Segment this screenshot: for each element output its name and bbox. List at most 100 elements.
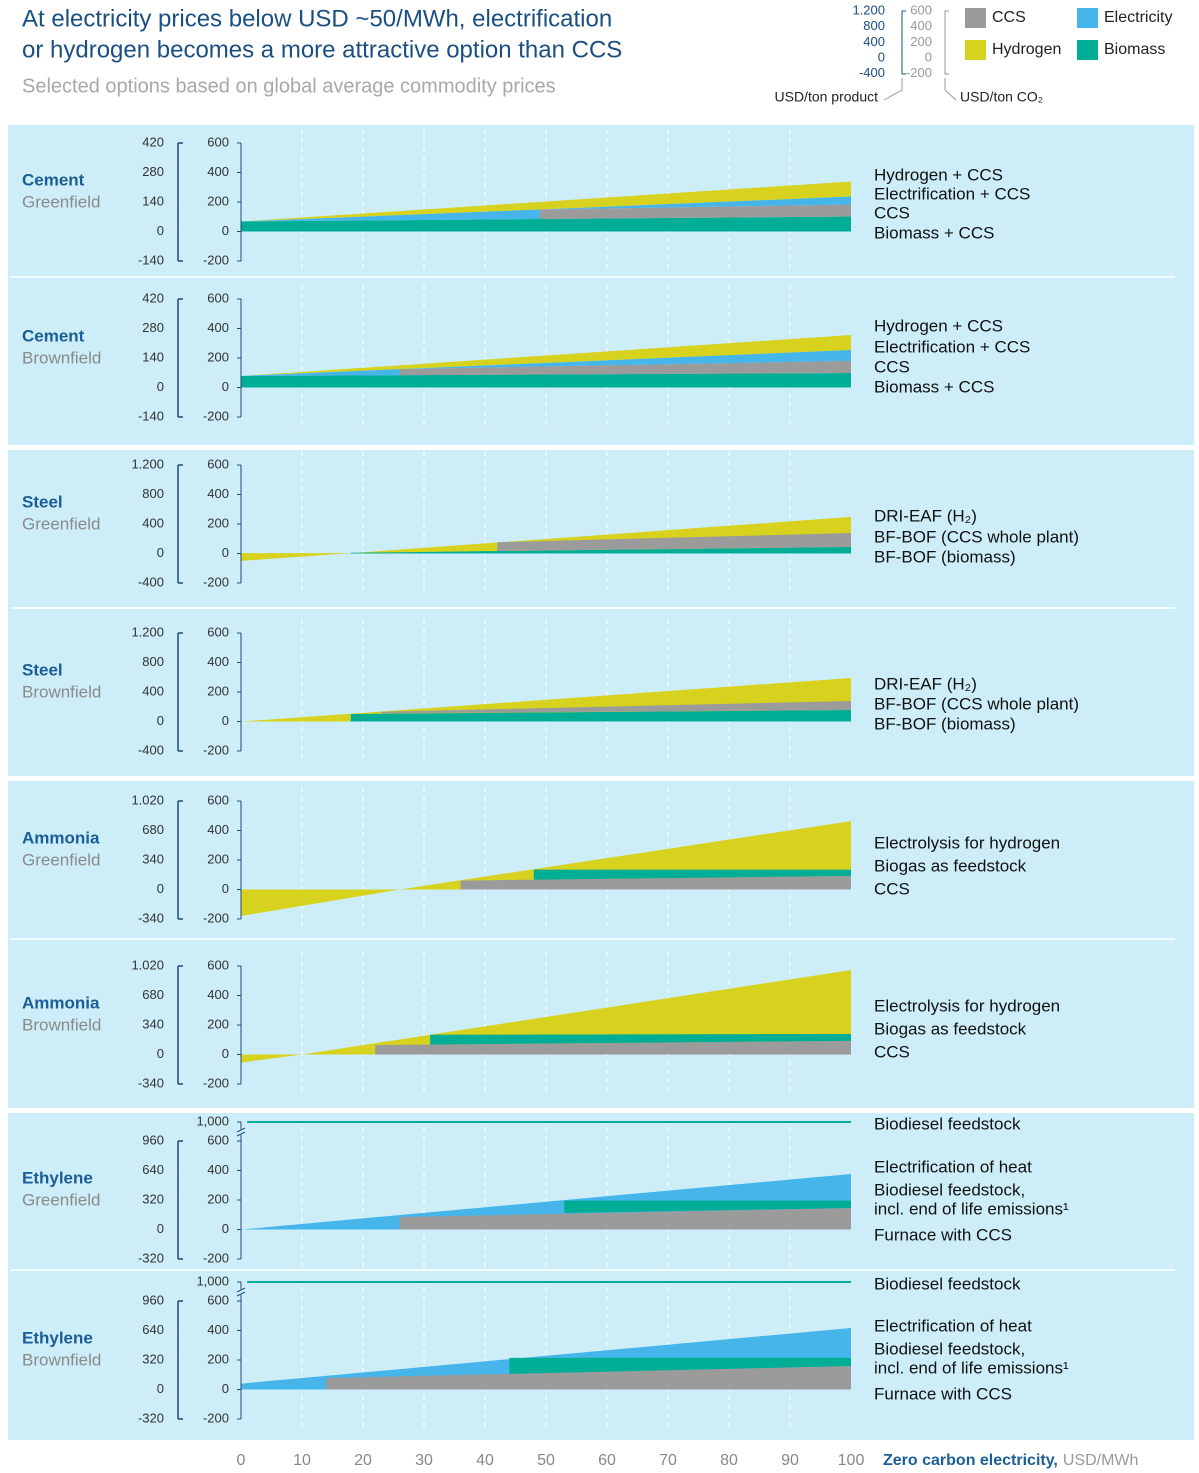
y-tick-label: 0 — [222, 1381, 229, 1396]
y2-tick-label: 680 — [142, 987, 164, 1002]
panel-subtitle: Greenfield — [22, 850, 100, 869]
option-label: CCS — [874, 203, 910, 222]
y2-tick-label: 140 — [142, 193, 164, 208]
y2-tick-label: -400 — [138, 742, 164, 757]
area — [430, 1034, 851, 1045]
option-label: CCS — [874, 879, 910, 898]
area — [326, 1366, 851, 1390]
y-tick-label: 400 — [207, 987, 229, 1002]
x-tick-label: 80 — [720, 1452, 738, 1469]
panel-title: Cement — [22, 326, 85, 345]
y-tick-label: -200 — [203, 252, 229, 267]
panel-title: Ethylene — [22, 1328, 93, 1347]
y2-tick-label: -320 — [138, 1410, 164, 1425]
x-tick-label: 50 — [537, 1452, 555, 1469]
subtitle: Selected options based on global average… — [22, 75, 556, 97]
option-label: Hydrogen + CCS — [874, 316, 1003, 335]
option-label: BF-BOF (biomass) — [874, 714, 1016, 733]
x-tick-label: 70 — [659, 1452, 677, 1469]
y2-tick-label: 960 — [142, 1292, 164, 1307]
legend-label: Biomass — [1104, 41, 1165, 58]
y-tick-label: -200 — [203, 1075, 229, 1090]
y-tick-label: -200 — [203, 910, 229, 925]
legend-axis-label: 800 — [863, 18, 885, 33]
option-label: Electrification + CCS — [874, 337, 1030, 356]
option-label: Biodiesel feedstock — [874, 1114, 1021, 1133]
y2-tick-label: 800 — [142, 654, 164, 669]
panel-subtitle: Greenfield — [22, 192, 100, 211]
option-label: Electrolysis for hydrogen — [874, 996, 1060, 1015]
y2-tick-label: 680 — [142, 822, 164, 837]
y-tick-label: -200 — [203, 574, 229, 589]
legend-connector — [944, 78, 957, 101]
y2-tick-label: 640 — [142, 1162, 164, 1177]
option-label: incl. end of life emissions¹ — [874, 1358, 1069, 1377]
axis-break — [236, 1127, 246, 1133]
y-tick-label: 0 — [222, 1046, 229, 1061]
y2-tick-label: 320 — [142, 1191, 164, 1206]
axis-break — [236, 1291, 246, 1297]
y2-tick-label: 280 — [142, 164, 164, 179]
y2-tick-label: 400 — [142, 515, 164, 530]
y-tick-label: 400 — [207, 654, 229, 669]
legend-axis-title: USD/ton CO₂ — [960, 89, 1043, 105]
legend-axis-label: 0 — [878, 50, 885, 65]
y-tick-label: 0 — [222, 713, 229, 728]
y-tick-label: 0 — [222, 1221, 229, 1236]
panel-background — [8, 125, 1194, 445]
y2-tick-label: 1.020 — [131, 792, 164, 807]
option-label: Electrification of heat — [874, 1157, 1032, 1176]
title-line: or hydrogen becomes a more attractive op… — [22, 36, 622, 63]
y-tick-label: 400 — [207, 1322, 229, 1337]
panel-subtitle: Brownfield — [22, 682, 101, 701]
option-label: BF-BOF (CCS whole plant) — [874, 527, 1079, 546]
y2-tick-label: 0 — [157, 379, 164, 394]
legend-swatch — [1077, 8, 1098, 28]
y2-tick-label: 0 — [157, 1381, 164, 1396]
y2-tick-label: 0 — [157, 223, 164, 238]
legend-swatch — [1077, 40, 1098, 60]
area — [241, 209, 540, 222]
area — [375, 1040, 851, 1055]
x-tick-label: 10 — [293, 1452, 311, 1469]
y2-tick-label: 0 — [157, 881, 164, 896]
legend-axis — [944, 10, 949, 75]
panel-subtitle: Brownfield — [22, 348, 101, 367]
legend-swatch — [965, 8, 986, 28]
x-tick-label: 20 — [354, 1452, 372, 1469]
area — [399, 350, 851, 370]
y2-tick-label: 140 — [142, 349, 164, 364]
option-label: Biogas as feedstock — [874, 856, 1027, 875]
y-tick-label: 200 — [207, 1191, 229, 1206]
area — [350, 710, 851, 722]
legend-axis-label: 200 — [910, 34, 932, 49]
y-tick-label: 0 — [222, 223, 229, 238]
y2-tick-label: -140 — [138, 252, 164, 267]
panel-subtitle: Brownfield — [22, 1350, 101, 1369]
panel-subtitle: Greenfield — [22, 514, 100, 533]
option-label: Biomass + CCS — [874, 377, 994, 396]
option-label: Biomass + CCS — [874, 223, 994, 242]
x-tick-label: 0 — [237, 1452, 246, 1469]
y2-tick-label: 1.020 — [131, 957, 164, 972]
y-tick-label: 200 — [207, 1016, 229, 1031]
y-tick-label: 200 — [207, 683, 229, 698]
x-tick-label: 100 — [838, 1452, 865, 1469]
y2-tick-label: 420 — [142, 134, 164, 149]
y2-tick-label: -340 — [138, 910, 164, 925]
panel-subtitle: Greenfield — [22, 1190, 100, 1209]
option-label: Biogas as feedstock — [874, 1019, 1027, 1038]
y-tick-label: 600 — [207, 456, 229, 471]
y-tick-label: 400 — [207, 822, 229, 837]
legend-label: CCS — [992, 9, 1026, 26]
option-label: Biodiesel feedstock, — [874, 1180, 1025, 1199]
x-axis-label-main: Zero carbon electricity, — [883, 1452, 1058, 1469]
y2-tick-label: 1.200 — [131, 624, 164, 639]
area — [241, 553, 351, 561]
y-tick-label: -200 — [203, 1410, 229, 1425]
option-label: Furnace with CCS — [874, 1225, 1012, 1244]
option-label: Biodiesel feedstock, — [874, 1339, 1025, 1358]
area — [399, 1208, 851, 1230]
y-tick-label: 400 — [207, 486, 229, 501]
